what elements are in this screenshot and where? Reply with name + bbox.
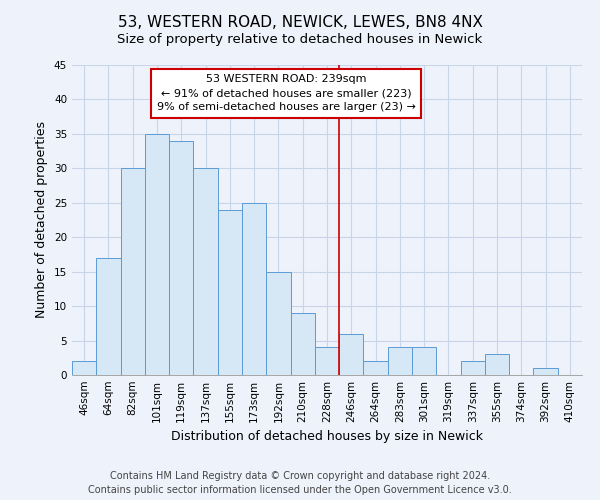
- Bar: [242, 203, 266, 375]
- Bar: [533, 368, 558, 375]
- Bar: [364, 361, 388, 375]
- Bar: [218, 210, 242, 375]
- Y-axis label: Number of detached properties: Number of detached properties: [35, 122, 49, 318]
- Bar: [121, 168, 145, 375]
- Bar: [461, 361, 485, 375]
- Text: 53, WESTERN ROAD, NEWICK, LEWES, BN8 4NX: 53, WESTERN ROAD, NEWICK, LEWES, BN8 4NX: [118, 15, 482, 30]
- Bar: [145, 134, 169, 375]
- Bar: [412, 348, 436, 375]
- Bar: [290, 313, 315, 375]
- Bar: [96, 258, 121, 375]
- Bar: [485, 354, 509, 375]
- Bar: [169, 141, 193, 375]
- Text: 53 WESTERN ROAD: 239sqm
← 91% of detached houses are smaller (223)
9% of semi-de: 53 WESTERN ROAD: 239sqm ← 91% of detache…: [157, 74, 416, 112]
- Bar: [388, 348, 412, 375]
- Bar: [339, 334, 364, 375]
- Bar: [72, 361, 96, 375]
- Text: Contains HM Land Registry data © Crown copyright and database right 2024.
Contai: Contains HM Land Registry data © Crown c…: [88, 471, 512, 495]
- Bar: [315, 348, 339, 375]
- Text: Size of property relative to detached houses in Newick: Size of property relative to detached ho…: [118, 32, 482, 46]
- Bar: [193, 168, 218, 375]
- X-axis label: Distribution of detached houses by size in Newick: Distribution of detached houses by size …: [171, 430, 483, 444]
- Bar: [266, 272, 290, 375]
